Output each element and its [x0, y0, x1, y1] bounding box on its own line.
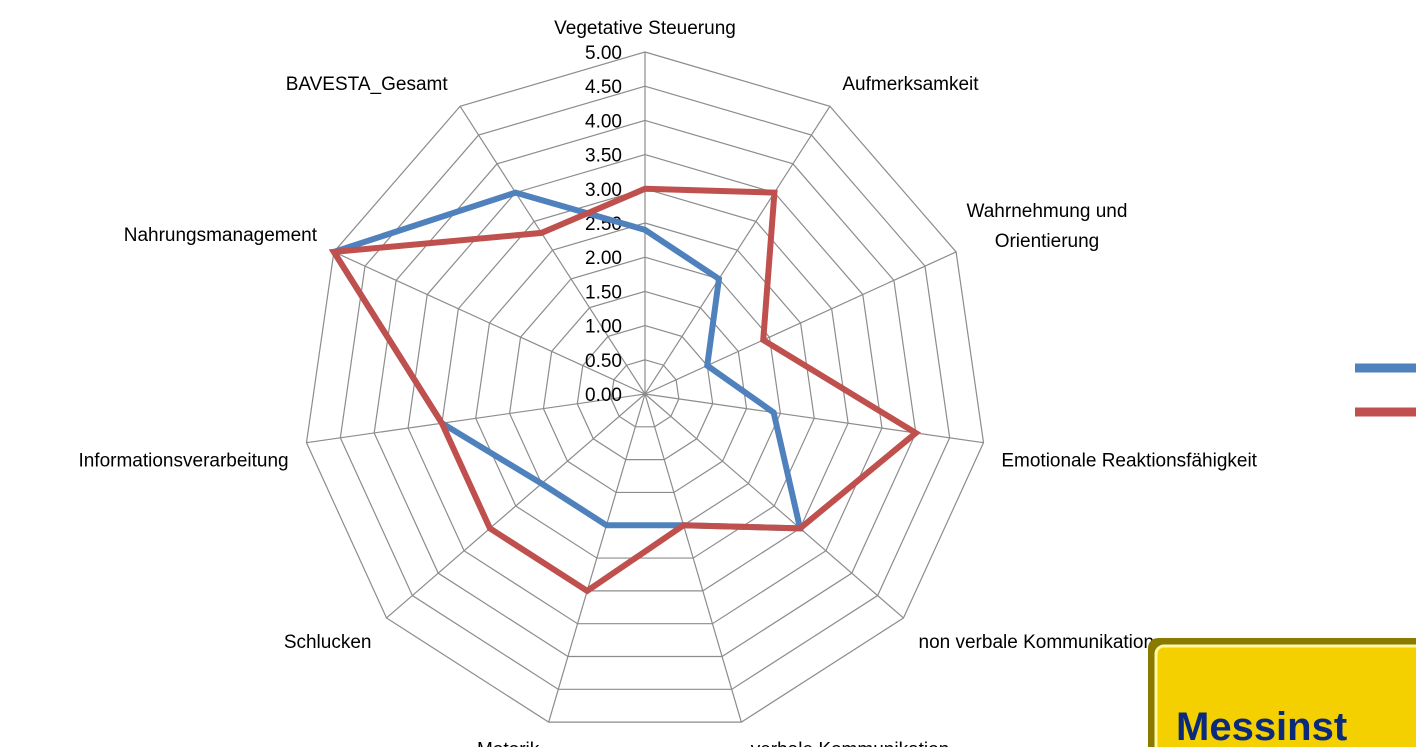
sign-face: [1154, 644, 1416, 747]
grid-ring: [441, 188, 849, 592]
plot: 0.000.501.001.502.002.503.003.504.004.50…: [78, 18, 1257, 752]
series-line: [329, 189, 804, 532]
category-label: BAVESTA_Gesamt: [286, 74, 449, 95]
grid-ring: [576, 324, 714, 461]
axis-tick-label: 1.00: [585, 317, 622, 338]
axis-tick-label: 3.00: [585, 180, 622, 201]
spoke: [386, 393, 646, 619]
grid-ring: [339, 85, 951, 690]
spoke: [644, 393, 742, 723]
grid-ring: [610, 359, 680, 428]
category-label: non verbale Kommunikation: [919, 632, 1155, 653]
category-label: Wahrnehmung und Orientierung: [967, 201, 1128, 252]
axis-tick-label: 0.00: [585, 385, 622, 406]
category-label: Vegetative Steuerung: [554, 18, 736, 39]
category-label: Motorik: [477, 740, 540, 747]
axis-tick-label: 0.50: [585, 351, 622, 372]
legend: [1355, 363, 1416, 417]
spoke: [306, 393, 646, 444]
category-label: Emotionale Reaktionsfähigkeit: [1001, 450, 1257, 471]
axis-tick-label: 5.00: [585, 43, 622, 64]
spoke: [333, 251, 646, 395]
axis-tick-label: 1.50: [585, 282, 622, 303]
axis-tick-label: 4.50: [585, 77, 622, 98]
axis-tick-label: 2.00: [585, 248, 622, 269]
spoke: [459, 105, 646, 395]
category-label: Nahrungsmanagement: [124, 225, 318, 246]
category-label: Schlucken: [284, 632, 372, 653]
category-label: Informationsverarbeitung: [78, 450, 288, 471]
grid-ring: [407, 153, 883, 625]
series-line: [328, 185, 921, 595]
spoke: [644, 251, 957, 395]
spoke: [644, 393, 984, 444]
grid-ring: [542, 290, 748, 494]
grid-ring: [475, 222, 815, 559]
spoke: [644, 393, 904, 619]
category-label: verbale Kommunikation: [751, 740, 950, 747]
sign: Messinst: [1148, 638, 1416, 747]
spoke: [548, 393, 646, 723]
grid-ring: [373, 119, 917, 658]
spoke: [644, 105, 831, 395]
grid-ring: [305, 51, 985, 723]
axis-tick-label: 4.00: [585, 111, 622, 132]
axis-tick-label: 3.50: [585, 146, 622, 167]
sign-text: Messinst: [1176, 705, 1347, 747]
category-label: Aufmerksamkeit: [842, 74, 979, 95]
